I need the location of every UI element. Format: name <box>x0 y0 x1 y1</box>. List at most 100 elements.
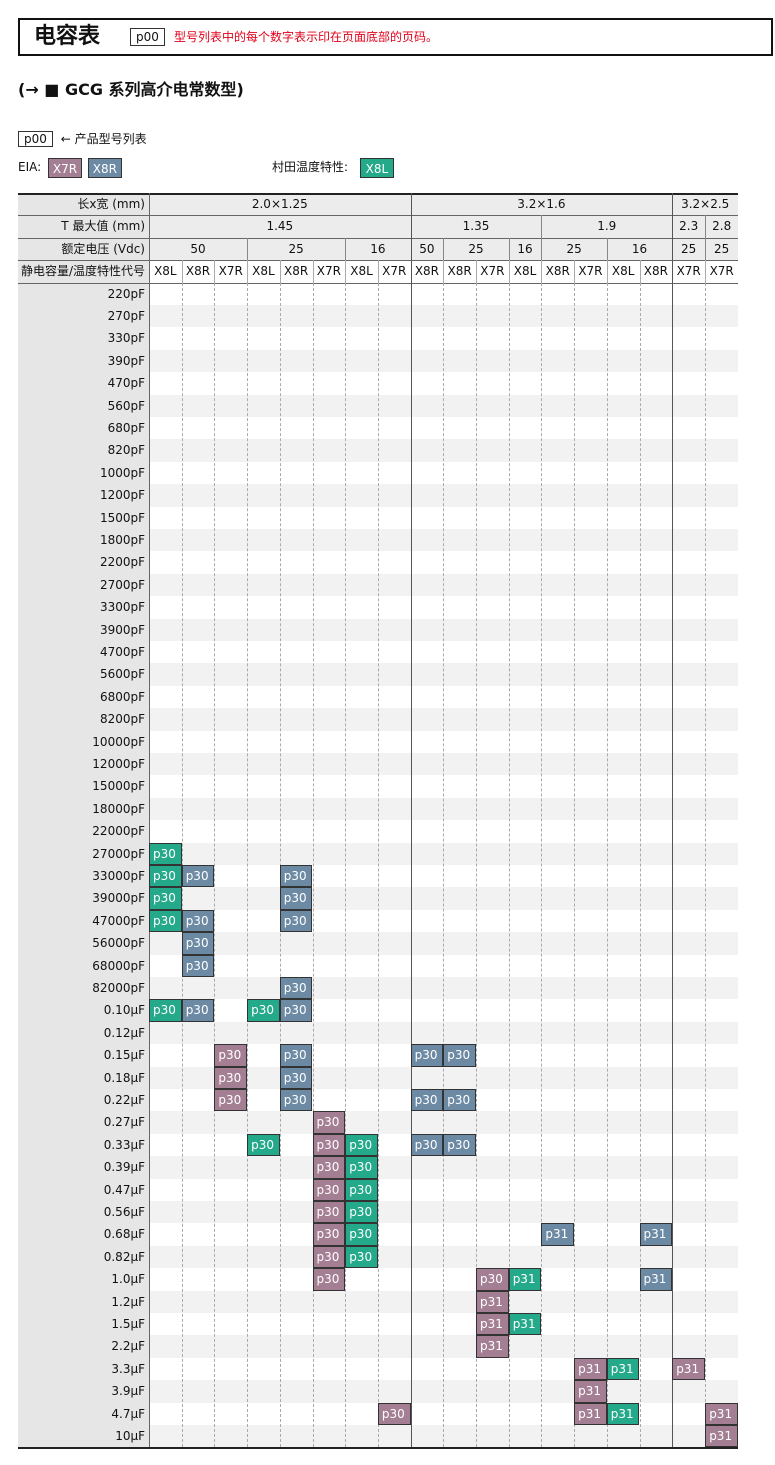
page-ref-cell[interactable]: p30 <box>181 909 215 933</box>
voltage-header: 25 <box>705 237 739 261</box>
legend-chip-x8l: X8L <box>359 157 394 178</box>
page-ref-cell[interactable]: p30 <box>345 1133 378 1157</box>
grid-line <box>508 237 510 261</box>
legend-page-ref-line: p00 ← 产品型号列表 <box>18 129 147 149</box>
page-ref-cell[interactable]: p30 <box>279 887 313 910</box>
temp-char-header: X8R <box>545 264 570 279</box>
page-ref-cell[interactable]: p30 <box>214 1089 248 1112</box>
header-note: 型号列表中的每个数字表示印在页面底部的页码。 <box>174 30 439 44</box>
page-ref-cell[interactable]: p31 <box>574 1380 607 1403</box>
capacitance-label: 220pF <box>18 282 149 305</box>
page-ref-cell[interactable]: p30 <box>181 932 215 955</box>
page-ref-cell[interactable]: p30 <box>377 1402 411 1425</box>
page-ref-cell[interactable]: p30 <box>345 1178 378 1201</box>
page-ref-cell[interactable]: p30 <box>312 1133 346 1157</box>
page-ref-cell[interactable]: p31 <box>705 1425 739 1448</box>
page-ref-cell[interactable]: p30 <box>181 865 215 888</box>
grid-line <box>443 282 445 1448</box>
page-ref-cell[interactable]: p31 <box>606 1357 640 1381</box>
page-ref-cell[interactable]: p30 <box>149 999 182 1022</box>
page-ref-cell[interactable]: p30 <box>279 999 313 1022</box>
grid-line <box>705 282 707 1448</box>
capacitance-label: 0.12µF <box>18 1021 149 1045</box>
page-ref-cell[interactable]: p30 <box>279 1044 313 1067</box>
capacitance-label: 0.10µF <box>18 999 149 1022</box>
page-ref-cell[interactable]: p31 <box>508 1313 542 1336</box>
capacitance-label: 33000pF <box>18 865 149 888</box>
legend-murata: 村田温度特性: X8L <box>272 157 394 178</box>
page-ref-cell[interactable]: p31 <box>606 1402 640 1425</box>
page-ref-cell[interactable]: p30 <box>312 1268 346 1291</box>
series-subtitle[interactable]: (→ ■ GCG 系列高介电常数型) <box>18 80 244 99</box>
temp-char-header: X8R <box>414 264 440 279</box>
page-ref-cell[interactable]: p30 <box>181 999 215 1022</box>
capacitance-label: 8200pF <box>18 708 149 731</box>
grid-line <box>214 282 216 1448</box>
grid-line <box>377 282 379 1448</box>
page-ref-cell[interactable]: p30 <box>214 1044 248 1067</box>
page-ref-cell[interactable]: p31 <box>574 1402 607 1425</box>
page-ref-cell[interactable]: p31 <box>508 1268 542 1291</box>
page-ref-cell[interactable]: p30 <box>149 865 182 888</box>
page-ref-cell[interactable]: p30 <box>410 1089 444 1112</box>
page-ref-cell[interactable]: p30 <box>345 1223 378 1246</box>
page-ref-badge: p00 <box>130 28 165 46</box>
grid-line <box>672 193 674 1448</box>
page-ref-cell[interactable]: p30 <box>345 1245 378 1269</box>
capacitance-label: 1800pF <box>18 529 149 552</box>
page-ref-cell[interactable]: p30 <box>410 1044 444 1067</box>
header-label: T 最大值 (mm) <box>18 215 149 238</box>
page-ref-cell[interactable]: p30 <box>181 954 215 977</box>
capacitance-label: 0.33µF <box>18 1133 149 1157</box>
page-ref-cell[interactable]: p30 <box>247 1133 280 1157</box>
page-ref-cell[interactable]: p30 <box>279 909 313 933</box>
page-ref-cell[interactable]: p31 <box>476 1290 509 1313</box>
header-label: 额定电压 (Vdc) <box>18 237 149 261</box>
page-ref-cell[interactable]: p30 <box>279 1066 313 1089</box>
page-ref-cell[interactable]: p30 <box>247 999 280 1022</box>
page-ref-cell[interactable]: p31 <box>476 1335 509 1358</box>
page-ref-cell[interactable]: p30 <box>443 1089 476 1112</box>
header-label: 长x宽 (mm) <box>18 193 149 216</box>
page-ref-cell[interactable]: p30 <box>149 909 182 933</box>
page-ref-cell[interactable]: p30 <box>312 1201 346 1224</box>
page-ref-cell[interactable]: p31 <box>574 1357 607 1381</box>
page-ref-cell[interactable]: p31 <box>639 1223 673 1246</box>
page-ref-cell[interactable]: p30 <box>312 1111 346 1134</box>
page-ref-cell[interactable]: p30 <box>443 1133 476 1157</box>
page-ref-cell[interactable]: p30 <box>279 865 313 888</box>
grid-line <box>574 282 576 1448</box>
page-ref-cell[interactable]: p30 <box>410 1133 444 1157</box>
page-ref-cell[interactable]: p30 <box>443 1044 476 1067</box>
page-ref-cell[interactable]: p31 <box>639 1268 673 1291</box>
capacitance-label: 12000pF <box>18 753 149 776</box>
capacitance-label: 1500pF <box>18 506 149 529</box>
voltage-header: 50 <box>410 237 444 261</box>
grid-line <box>247 260 249 283</box>
page-ref-cell[interactable]: p30 <box>312 1245 346 1269</box>
page-ref-cell[interactable]: p31 <box>476 1313 509 1336</box>
capacitance-label: 0.27µF <box>18 1111 149 1134</box>
page-ref-cell[interactable]: p30 <box>312 1156 346 1179</box>
page-ref-cell[interactable]: p30 <box>279 1089 313 1112</box>
capacitance-label: 68000pF <box>18 954 149 977</box>
page-ref-cell[interactable]: p31 <box>672 1357 706 1381</box>
page-ref-cell[interactable]: p30 <box>214 1066 248 1089</box>
capacitance-label: 0.68µF <box>18 1223 149 1246</box>
page-ref-cell[interactable]: p30 <box>345 1201 378 1224</box>
temp-char-header: X8R <box>447 264 472 279</box>
page-ref-cell[interactable]: p30 <box>312 1223 346 1246</box>
page-ref-cell[interactable]: p30 <box>345 1156 378 1179</box>
page-ref-cell[interactable]: p30 <box>149 887 182 910</box>
grid-line <box>312 282 314 1448</box>
voltage-header: 25 <box>541 237 607 261</box>
capacitance-label: 0.39µF <box>18 1156 149 1179</box>
page-ref-cell[interactable]: p31 <box>705 1402 739 1425</box>
page-ref-cell[interactable]: p30 <box>149 842 182 865</box>
page-ref-cell[interactable]: p30 <box>476 1268 509 1291</box>
page-ref-cell[interactable]: p31 <box>541 1223 575 1246</box>
capacitance-label: 10µF <box>18 1425 149 1448</box>
page-ref-cell[interactable]: p30 <box>312 1178 346 1201</box>
grid-line <box>574 260 576 283</box>
page-ref-cell[interactable]: p30 <box>279 977 313 1000</box>
